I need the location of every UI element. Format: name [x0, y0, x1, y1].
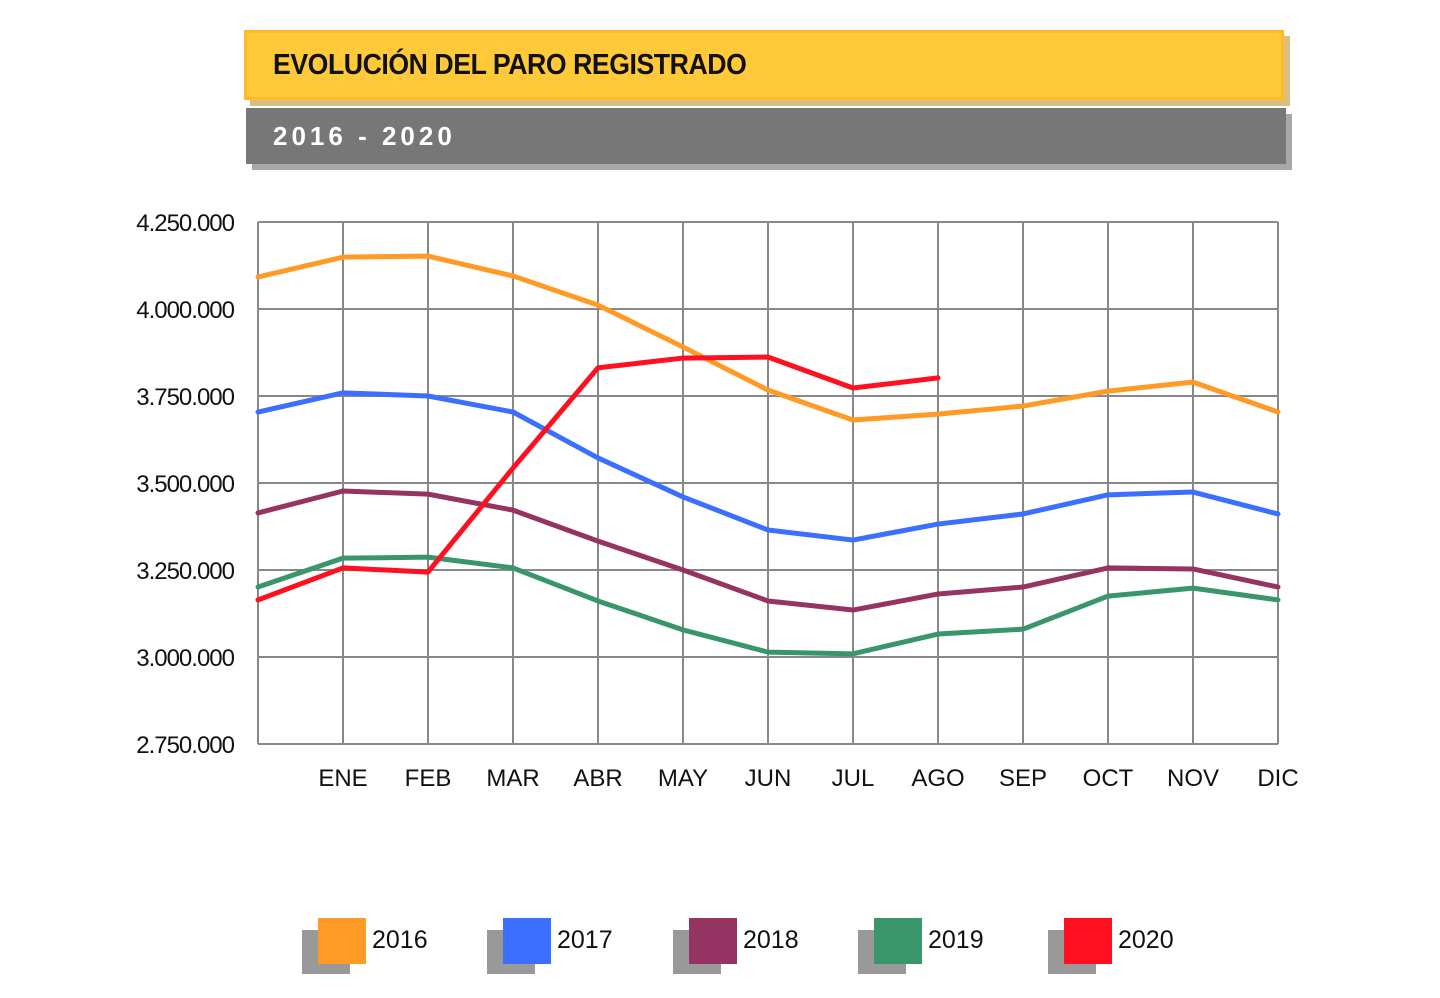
legend-swatch [503, 918, 551, 964]
legend-item-2020: 2020 [1048, 918, 1198, 978]
legend-label: 2017 [557, 926, 613, 954]
legend-item-2016: 2016 [302, 918, 452, 978]
x-tick-label: OCT [1083, 765, 1134, 792]
legend-label: 2020 [1118, 926, 1174, 954]
x-tick-label: SEP [999, 765, 1047, 792]
legend-item-2018: 2018 [673, 918, 823, 978]
x-tick-label: MAY [658, 765, 708, 792]
subtitle-banner: 2016 - 2020 [246, 108, 1286, 164]
legend-item-2017: 2017 [487, 918, 637, 978]
x-tick-label: ABR [573, 765, 622, 792]
y-tick-label: 3.750.000 [136, 384, 234, 411]
y-tick-label: 3.000.000 [136, 645, 234, 672]
legend-label: 2016 [372, 926, 428, 954]
y-tick-label: 4.250.000 [136, 210, 234, 237]
legend-label: 2018 [743, 926, 799, 954]
y-tick-label: 3.250.000 [136, 558, 234, 585]
x-tick-label: MAR [486, 765, 539, 792]
legend-swatch [874, 918, 922, 964]
x-tick-label: DIC [1257, 765, 1298, 792]
x-tick-label: JUN [745, 765, 792, 792]
x-tick-label: ENE [318, 765, 367, 792]
y-tick-label: 3.500.000 [136, 471, 234, 498]
series-line-2016 [255, 253, 1281, 423]
title-banner: EVOLUCIÓN DEL PARO REGISTRADO [244, 30, 1284, 100]
series-line-2017 [255, 390, 1281, 543]
x-tick-label: FEB [405, 765, 452, 792]
y-tick-label: 4.000.000 [136, 297, 234, 324]
series-line-2018 [255, 488, 1281, 613]
chart-subtitle: 2016 - 2020 [273, 121, 456, 151]
x-tick-label: JUL [832, 765, 875, 792]
legend-swatch [689, 918, 737, 964]
legend-swatch [318, 918, 366, 964]
series-line-2019 [255, 554, 1281, 657]
x-tick-label: AGO [911, 765, 964, 792]
legend-swatch [1064, 918, 1112, 964]
legend-label: 2019 [928, 926, 984, 954]
chart-title: EVOLUCIÓN DEL PARO REGISTRADO [273, 49, 747, 81]
series-line-2020 [255, 354, 941, 603]
legend-item-2019: 2019 [858, 918, 1008, 978]
y-tick-label: 2.750.000 [136, 732, 234, 759]
x-tick-label: NOV [1167, 765, 1219, 792]
